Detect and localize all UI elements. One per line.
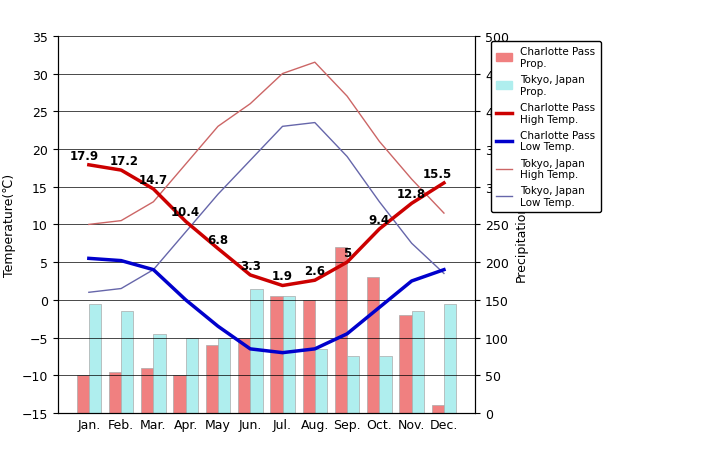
Bar <box>432 406 444 413</box>
Bar <box>400 315 412 413</box>
Text: 5: 5 <box>343 246 351 259</box>
Bar <box>218 338 230 413</box>
Text: 12.8: 12.8 <box>397 188 426 201</box>
Bar <box>186 338 198 413</box>
Text: 17.2: 17.2 <box>110 155 139 168</box>
Bar <box>89 304 101 413</box>
Bar <box>315 349 327 413</box>
Text: 1.9: 1.9 <box>272 270 293 283</box>
Bar <box>76 375 89 413</box>
Text: 17.9: 17.9 <box>69 150 99 162</box>
Text: 3.3: 3.3 <box>240 259 261 272</box>
Bar <box>251 289 263 413</box>
Bar <box>238 338 251 413</box>
Bar <box>121 312 133 413</box>
Bar <box>206 345 218 413</box>
Bar <box>367 278 379 413</box>
Text: 2.6: 2.6 <box>305 265 325 278</box>
Bar <box>412 312 424 413</box>
Bar <box>109 372 121 413</box>
Bar <box>282 297 294 413</box>
Y-axis label: Temperature(℃): Temperature(℃) <box>3 174 16 276</box>
Text: 10.4: 10.4 <box>171 206 200 219</box>
Legend: Charlotte Pass
Prop., Tokyo, Japan
Prop., Charlotte Pass
High Temp., Charlotte P: Charlotte Pass Prop., Tokyo, Japan Prop.… <box>491 42 600 213</box>
Bar <box>379 357 392 413</box>
Bar <box>302 300 315 413</box>
Bar <box>347 357 359 413</box>
Bar <box>444 304 456 413</box>
Bar <box>335 247 347 413</box>
Bar <box>153 334 166 413</box>
Text: 14.7: 14.7 <box>139 174 168 186</box>
Text: 15.5: 15.5 <box>423 168 452 180</box>
Text: 6.8: 6.8 <box>207 233 228 246</box>
Y-axis label: Precipitation(mm): Precipitation(mm) <box>515 169 528 281</box>
Bar <box>141 368 153 413</box>
Bar <box>270 297 282 413</box>
Bar <box>174 375 186 413</box>
Text: 9.4: 9.4 <box>369 213 390 226</box>
